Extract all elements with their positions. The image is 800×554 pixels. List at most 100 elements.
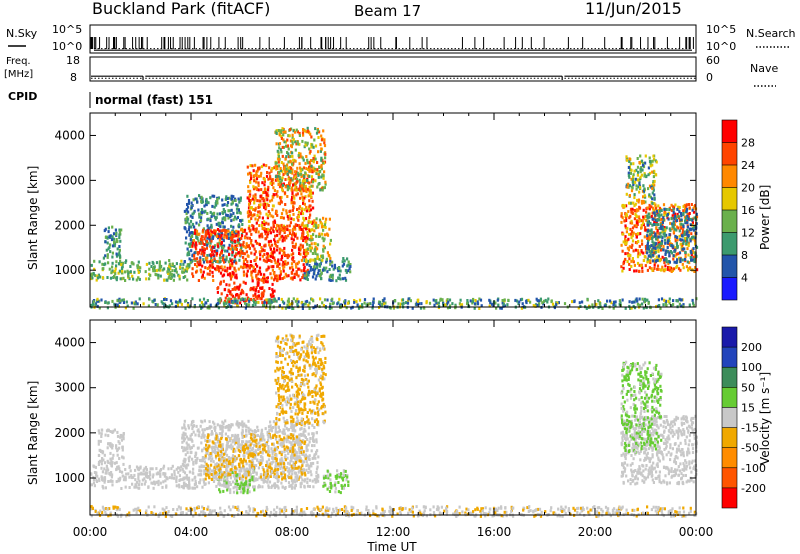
data-cell-power	[627, 210, 630, 214]
data-cell-power	[633, 224, 636, 228]
data-cell-power	[331, 278, 334, 282]
data-cell-velocity	[121, 445, 124, 449]
data-cell-power	[104, 254, 107, 258]
data-cell-power	[246, 260, 249, 264]
data-cell-power	[635, 235, 638, 239]
data-cell-power	[203, 253, 206, 257]
data-cell-power	[269, 259, 272, 262]
data-cell-power	[205, 301, 208, 305]
data-cell-power	[277, 179, 280, 183]
data-cell-power	[684, 255, 687, 259]
data-cell-power	[284, 203, 287, 206]
data-cell-velocity	[182, 449, 185, 453]
data-cell-velocity	[239, 466, 242, 470]
data-cell-power	[189, 242, 192, 246]
data-cell-power	[265, 230, 268, 234]
data-cell-power	[670, 270, 673, 273]
data-cell-power	[273, 238, 276, 242]
data-cell-velocity	[101, 457, 104, 460]
data-cell-power	[248, 236, 251, 240]
data-cell-velocity	[100, 462, 103, 466]
data-cell-power	[184, 217, 187, 221]
data-cell-power	[632, 231, 635, 235]
data-cell-power	[682, 209, 685, 213]
data-cell-power	[648, 160, 652, 163]
data-cell-power	[318, 263, 321, 266]
data-cell-velocity	[118, 457, 121, 460]
data-cell-power	[206, 260, 209, 264]
data-cell-power	[179, 263, 182, 266]
data-cell-velocity	[207, 481, 210, 485]
data-cell-power	[405, 301, 408, 305]
data-cell-power	[446, 306, 450, 310]
data-cell-velocity	[103, 476, 107, 480]
data-cell-power	[637, 232, 640, 236]
data-cell-power	[624, 242, 627, 246]
data-cell-power	[221, 258, 224, 262]
data-cell-velocity	[312, 461, 315, 465]
data-cell-power	[98, 306, 101, 310]
data-cell-power	[286, 299, 289, 303]
data-cell-velocity	[291, 428, 294, 432]
data-cell-power	[207, 241, 210, 245]
data-cell-power	[95, 278, 98, 282]
data-cell-velocity	[155, 480, 158, 484]
data-cell-power	[274, 242, 277, 246]
data-cell-power	[295, 265, 298, 269]
data-cell-power	[211, 194, 214, 198]
data-cell-power	[637, 185, 640, 189]
data-cell-power	[660, 227, 663, 231]
data-cell-power	[264, 232, 267, 236]
data-cell-power	[246, 264, 249, 268]
data-cell-power	[292, 183, 295, 187]
data-cell-velocity	[247, 450, 250, 453]
data-cell-power	[281, 306, 284, 310]
data-cell-velocity	[105, 464, 108, 468]
data-cell-velocity	[137, 477, 140, 481]
data-cell-power	[673, 217, 676, 221]
data-cell-power	[640, 223, 643, 227]
data-cell-power	[314, 252, 317, 255]
data-cell-power	[694, 242, 697, 246]
data-cell-power	[692, 247, 695, 251]
data-cell-power	[185, 208, 189, 211]
data-cell-power	[234, 240, 237, 244]
data-cell-power	[329, 238, 332, 242]
data-cell-power	[188, 253, 191, 256]
data-cell-power	[278, 227, 281, 231]
data-cell-velocity	[283, 456, 286, 459]
data-cell-power	[500, 306, 503, 310]
data-cell-power	[323, 246, 326, 250]
data-cell-power	[694, 251, 697, 255]
data-cell-power	[144, 270, 147, 274]
data-cell-power	[267, 194, 270, 198]
data-cell-power	[217, 260, 220, 264]
data-cell-velocity	[247, 429, 250, 433]
data-cell-velocity	[315, 474, 318, 478]
data-cell-power	[218, 269, 221, 273]
data-cell-velocity	[255, 472, 258, 476]
data-cell-velocity	[184, 453, 187, 457]
data-cell-power	[645, 175, 648, 179]
data-cell-power	[193, 209, 196, 213]
data-cell-velocity	[143, 477, 146, 481]
data-cell-power	[329, 262, 332, 266]
data-cell-velocity	[267, 476, 270, 479]
data-cell-power	[155, 269, 158, 273]
data-cell-power	[620, 214, 623, 218]
data-cell-power	[311, 143, 314, 147]
data-cell-power	[196, 232, 199, 236]
data-cell-velocity	[286, 456, 289, 460]
data-cell-power	[266, 216, 269, 220]
data-cell-power	[251, 264, 254, 268]
data-cell-power	[671, 222, 674, 226]
data-cell-velocity	[138, 486, 141, 490]
data-cell-velocity	[267, 449, 270, 453]
data-cell-power	[671, 224, 674, 228]
data-cell-power	[303, 252, 306, 255]
data-cell-power	[682, 303, 685, 307]
data-cell-power	[328, 217, 331, 221]
data-cell-power	[272, 230, 275, 234]
data-cell-power	[236, 216, 239, 219]
data-cell-power	[563, 302, 567, 306]
